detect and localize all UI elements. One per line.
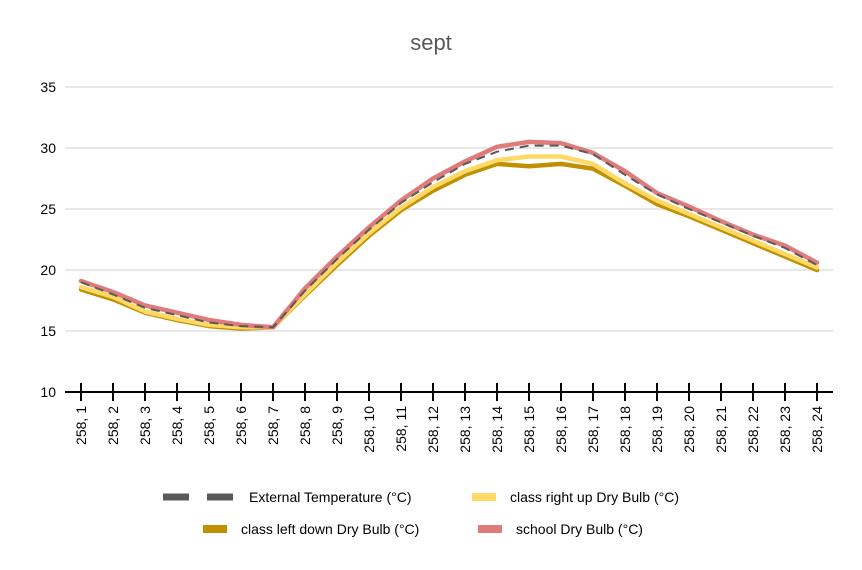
legend-label: External Temperature (°C) [249,489,412,505]
gridlines [65,86,833,332]
x-tick-label: 258, 14 [489,406,505,453]
x-axis: 258, 1 258, 2 258, 3 258, 4 258, 5 258, 6 258,… [65,383,833,453]
x-tick-label: 258, 21 [713,406,729,453]
x-tick-label: 258, 3 [137,406,153,445]
x-tick-label: 258, 8 [297,406,313,445]
legend-label: school Dry Bulb (°C) [516,521,643,537]
x-tick-label: 258, 7 [265,406,281,445]
x-tick-label: 258, 17 [585,406,601,453]
y-tick-label: 35 [40,79,56,95]
x-tick-label: 258, 23 [777,406,793,453]
x-tick-label: 258, 4 [169,406,185,445]
legend-label: class right up Dry Bulb (°C) [510,489,679,505]
x-tick-label: 258, 11 [393,406,409,452]
series-line-3 [80,144,818,329]
x-tick-label: 258, 22 [745,406,761,453]
x-tick-label: 258, 15 [521,406,537,453]
x-tick-label: 258, 16 [553,406,569,453]
legend-label: class left down Dry Bulb (°C) [241,521,419,537]
x-tick-label: 258, 5 [201,406,217,445]
x-tick-label: 258, 13 [457,406,473,453]
x-tick-label: 258, 18 [617,406,633,453]
y-tick-label: 20 [40,262,56,278]
x-tick-label: 258, 9 [329,406,345,445]
x-tick-label: 258, 10 [361,406,377,453]
series-line-0 [78,161,820,331]
x-tick-label: 258, 24 [809,406,825,453]
y-axis-labels: 10 15 20 25 30 35 [40,79,56,400]
y-tick-label: 15 [40,323,56,339]
x-tick-label: 258, 1 [73,406,89,445]
x-tick-label: 258, 12 [425,406,441,453]
chart-title: sept [410,30,452,55]
x-tick-label: 258, 20 [681,406,697,453]
legend: External Temperature (°C) class right up … [163,489,679,537]
y-tick-label: 10 [40,384,56,400]
series-line-1 [78,154,820,330]
series-line-2 [78,139,820,330]
x-tick-label: 258, 2 [105,406,121,445]
series-lines [78,139,820,331]
x-tick-label: 258, 19 [649,406,665,453]
x-tick-label: 258, 6 [233,406,249,445]
y-tick-label: 25 [40,201,56,217]
y-tick-label: 30 [40,140,56,156]
